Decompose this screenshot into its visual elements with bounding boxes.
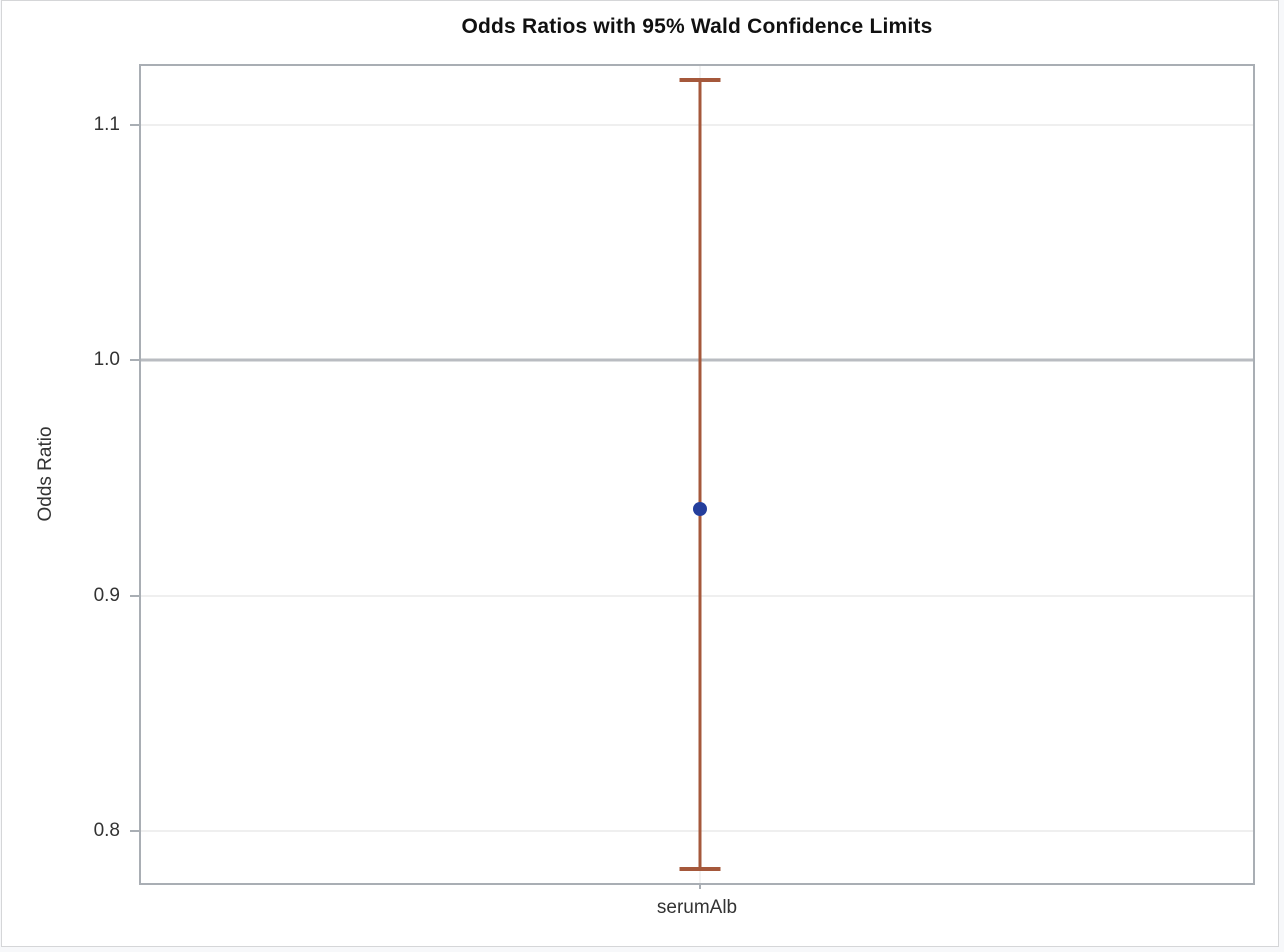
y-tick-mark (130, 359, 141, 362)
chart-title: Odds Ratios with 95% Wald Confidence Lim… (461, 15, 933, 38)
y-tick-label: 0.8 (93, 820, 120, 842)
y-tick-label: 1.1 (93, 113, 120, 135)
x-axis-category-label: serumAlb (656, 897, 738, 918)
y-tick-mark (130, 594, 141, 597)
gridline-0-8 (141, 830, 1253, 833)
y-tick-mark (130, 123, 141, 126)
y-tick-mark (130, 830, 141, 833)
error-bar-cap-top (679, 78, 721, 83)
x-tick-mark (699, 883, 702, 889)
y-tick-label: 1.0 (93, 349, 120, 371)
reference-line (141, 358, 1253, 362)
y-axis-title: Odds Ratio (35, 426, 56, 522)
gridline-1-1 (141, 123, 1253, 126)
plot-area: 1.1 1.0 0.9 0.8 (94, 64, 1255, 889)
data-point-marker (693, 501, 708, 516)
gridline-0-9 (141, 594, 1253, 597)
error-bar-line (698, 80, 702, 869)
y-tick-label: 0.9 (93, 584, 120, 606)
error-bar-cap-bottom (679, 866, 721, 871)
